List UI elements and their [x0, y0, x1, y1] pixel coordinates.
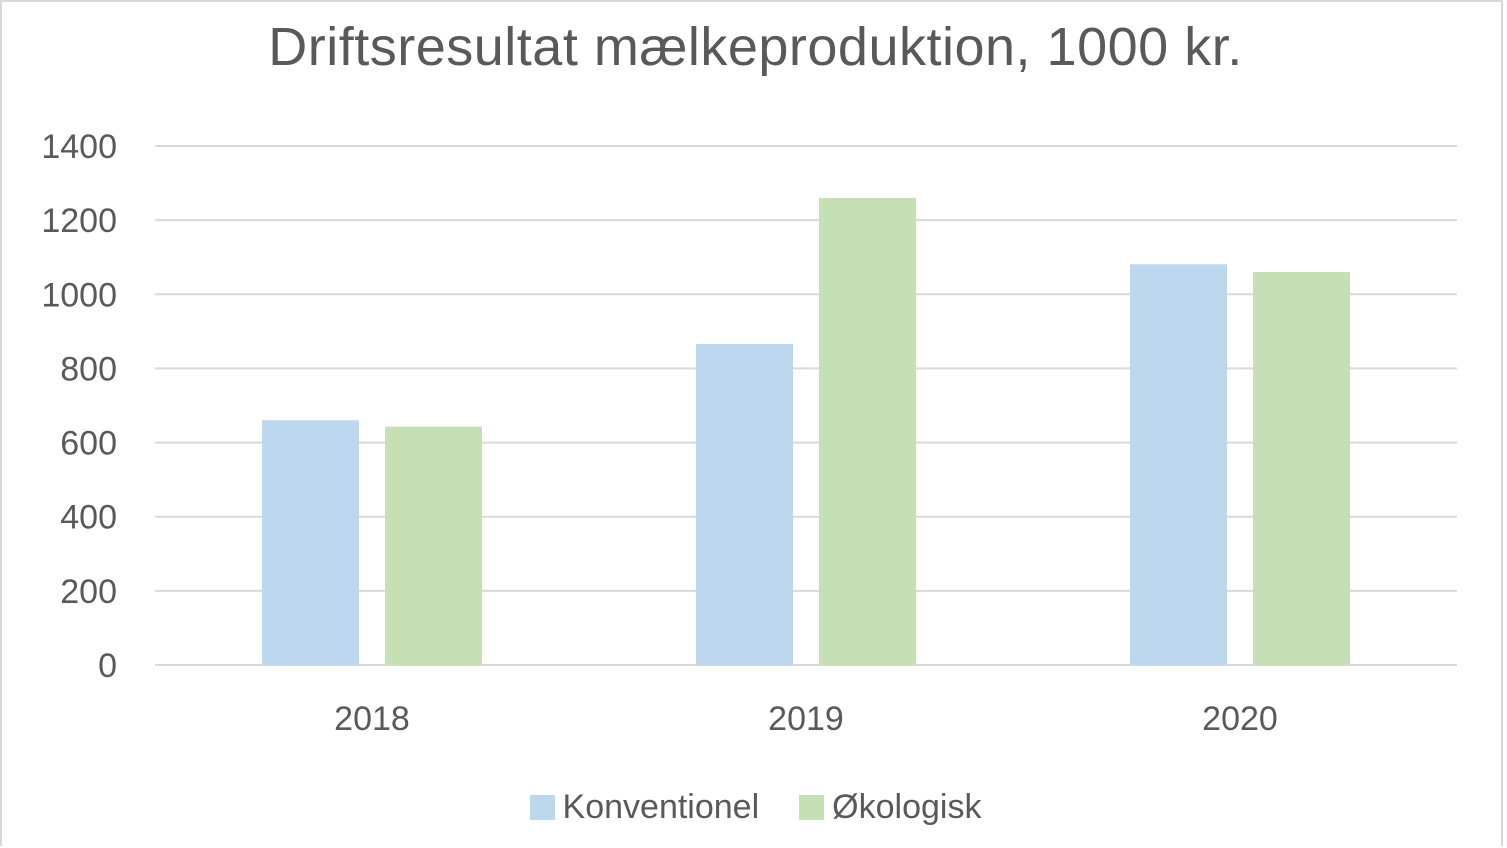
bar-konventionel-2019 — [696, 343, 793, 665]
chart-title: Driftsresultat mælkeproduktion, 1000 kr. — [268, 17, 1243, 77]
y-tick-label: 1200 — [41, 202, 117, 240]
legend-label-okologisk: Økologisk — [832, 788, 982, 826]
y-tick-label: 800 — [60, 350, 117, 388]
legend-swatch-konventionel — [529, 795, 555, 820]
y-axis-ticks: 0 200 400 600 800 1000 1200 1400 — [41, 128, 117, 685]
x-category-label: 2019 — [768, 700, 844, 738]
y-tick-label: 1000 — [41, 276, 117, 314]
x-axis-categories: 2018 2019 2020 — [334, 700, 1278, 738]
y-tick-label: 200 — [60, 573, 117, 611]
legend-item-okologisk: Økologisk — [799, 788, 981, 827]
legend-label-konventionel: Konventionel — [562, 788, 760, 826]
y-tick-label: 0 — [98, 647, 117, 685]
legend-swatch-okologisk — [799, 795, 825, 820]
bar-kologisk-2020 — [1253, 272, 1350, 665]
x-category-label: 2020 — [1202, 700, 1278, 738]
bar-kologisk-2019 — [819, 197, 916, 665]
y-tick-label: 400 — [60, 499, 117, 537]
bars — [262, 197, 1350, 665]
y-tick-label: 600 — [60, 425, 117, 463]
bar-konventionel-2018 — [262, 420, 359, 665]
y-tick-label: 1400 — [41, 128, 117, 166]
legend-item-konventionel: Konventionel — [529, 788, 760, 827]
gridlines — [155, 145, 1457, 666]
x-category-label: 2018 — [334, 700, 410, 738]
legend: Konventionel Økologisk — [2, 788, 1507, 827]
bar-kologisk-2018 — [385, 426, 482, 665]
bar-konventionel-2020 — [1130, 264, 1227, 665]
